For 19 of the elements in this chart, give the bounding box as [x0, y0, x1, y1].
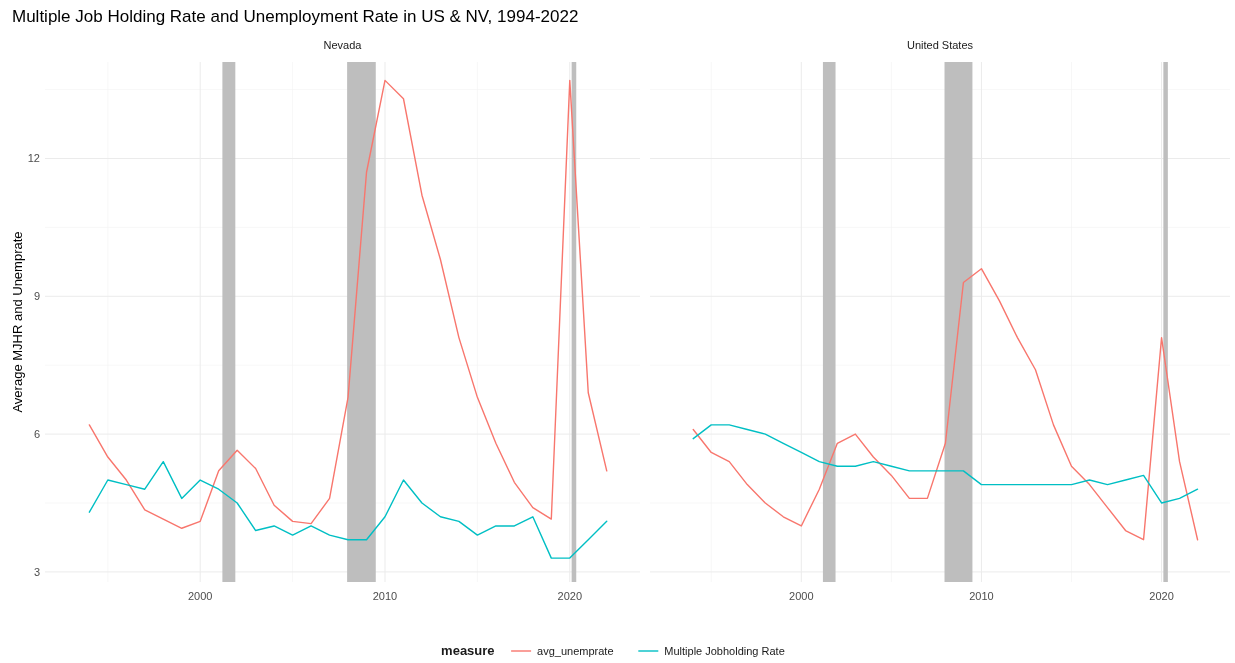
y-tick-label: 9	[33, 290, 40, 303]
line-series	[88, 460, 608, 559]
legend-title: measure	[441, 643, 495, 658]
legend-label: avg_unemprate	[537, 645, 614, 657]
y-axis-title: Average MJHR and Unemprate	[10, 231, 25, 413]
x-tick-label: 2010	[969, 590, 994, 602]
y-tick-label: 3	[33, 565, 40, 578]
x-tick-label: 2020	[557, 590, 583, 602]
line-series	[88, 79, 608, 529]
chart-subtitle: United States	[906, 39, 974, 51]
y-tick-label: 6	[33, 427, 40, 440]
legend-label: Multiple Jobholding Rate	[664, 645, 785, 657]
x-tick-label: 2000	[789, 590, 814, 602]
chart-subtitle: Nevada	[323, 39, 363, 51]
x-tick-label: 2010	[372, 590, 398, 602]
y-tick-label: 12	[27, 152, 40, 165]
x-tick-label: 2020	[1149, 590, 1174, 602]
x-tick-label: 2000	[187, 590, 213, 602]
chart-title: Multiple Job Holding Rate and Unemployment Rate in US & NV, 1994-2022	[12, 7, 579, 26]
